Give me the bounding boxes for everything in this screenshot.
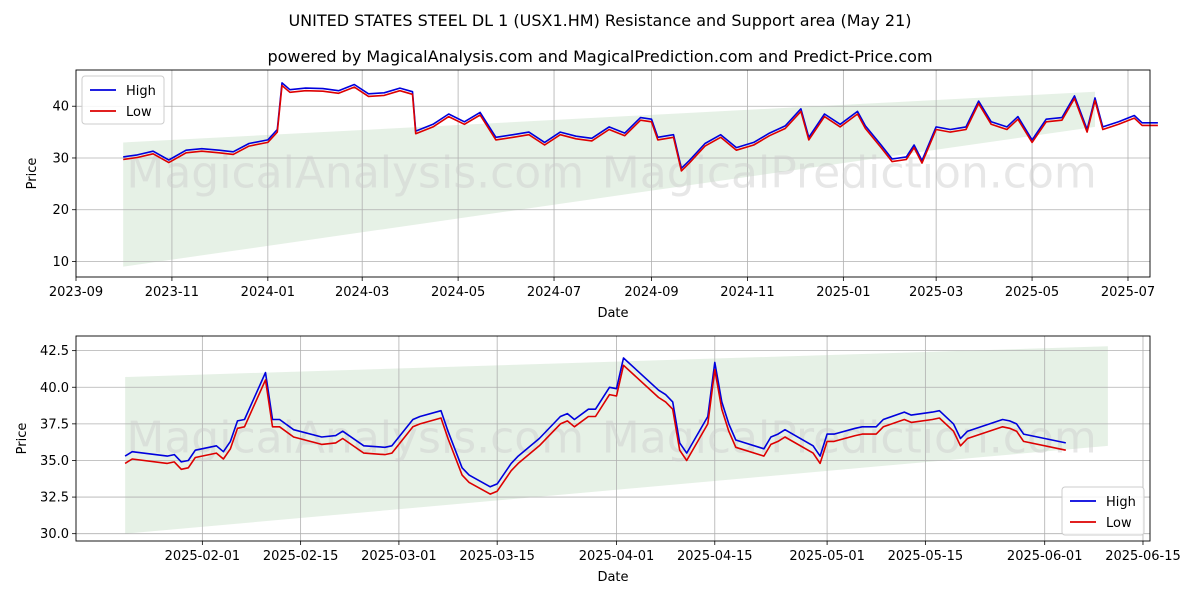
x-tick-label: 2024-03 xyxy=(335,285,389,300)
watermark: MagicalAnalysis.com xyxy=(126,148,584,199)
x-tick-label: 2025-05-01 xyxy=(789,549,865,564)
chart-subtitle: powered by MagicalAnalysis.com and Magic… xyxy=(267,47,932,66)
x-tick-label: 2025-02-01 xyxy=(165,549,241,564)
x-tick-label: 2025-05 xyxy=(1005,285,1059,300)
y-tick-label: 30 xyxy=(52,151,69,166)
x-tick-label: 2025-02-15 xyxy=(263,549,339,564)
x-tick-label: 2025-03 xyxy=(909,285,963,300)
x-tick-label: 2025-04-01 xyxy=(579,549,655,564)
series-line-high xyxy=(124,357,1066,488)
legend xyxy=(1061,486,1145,536)
x-tick-label: 2024-07 xyxy=(527,285,581,300)
bottom-panel: 2025-02-01 2025-02-15 2025-03-01 2025-03-15… xyxy=(15,335,1181,585)
x-axis-label: Date xyxy=(597,570,628,585)
x-tick-label: 2024-11 xyxy=(720,285,774,300)
x-tick-label: 2024-01 xyxy=(241,285,295,300)
x-tick-label: 2024-09 xyxy=(624,285,678,300)
y-tick-label: 37.5 xyxy=(40,417,69,432)
x-tick-label: 2025-06-15 xyxy=(1105,549,1181,564)
watermark: MagicalAnalysis.com xyxy=(126,413,584,464)
x-tick-label: 2025-05-15 xyxy=(888,549,964,564)
series-line-high xyxy=(123,82,1158,170)
x-tick-label: 2025-03-01 xyxy=(361,549,437,564)
y-axis-label: Price xyxy=(25,158,40,190)
y-tick-label: 30.0 xyxy=(40,527,69,542)
y-tick-label: 40.0 xyxy=(40,381,69,396)
y-tick-label: 35.0 xyxy=(40,454,69,469)
support-resistance-band xyxy=(123,91,1095,267)
series-line-low xyxy=(123,84,1158,172)
x-tick-label: 2025-06-01 xyxy=(1007,549,1083,564)
y-tick-label: 32.5 xyxy=(40,491,69,506)
series-line-low xyxy=(124,364,1066,495)
y-axis-label: Price xyxy=(15,423,30,455)
legend-label-high: High xyxy=(1106,495,1136,510)
x-axis-label: Date xyxy=(597,306,628,321)
y-tick-label: 40 xyxy=(52,100,69,115)
legend-label-low: Low xyxy=(1106,516,1132,531)
x-tick-label: 2025-03-15 xyxy=(459,549,535,564)
watermark: MagicalPrediction.com xyxy=(602,148,1097,199)
top-panel: 2023-09 2023-11 2024-01 2024-03 2024-05 2024-… xyxy=(25,69,1158,321)
plot-frame xyxy=(75,69,1151,278)
y-tick-label: 10 xyxy=(52,255,69,270)
chart-title: UNITED STATES STEEL DL 1 (USX1.HM) Resis… xyxy=(288,11,911,30)
x-tick-label: 2025-07 xyxy=(1101,285,1155,300)
x-tick-label: 2025-01 xyxy=(816,285,870,300)
plot-frame xyxy=(75,335,1151,542)
legend-label-high: High xyxy=(126,84,156,99)
y-tick-label: 42.5 xyxy=(40,344,69,359)
x-tick-label: 2023-11 xyxy=(145,285,199,300)
x-tick-label: 2023-09 xyxy=(49,285,103,300)
legend-label-low: Low xyxy=(126,105,152,120)
x-tick-label: 2025-04-15 xyxy=(677,549,753,564)
y-tick-label: 20 xyxy=(52,203,69,218)
x-tick-label: 2024-05 xyxy=(431,285,485,300)
legend xyxy=(81,75,165,125)
